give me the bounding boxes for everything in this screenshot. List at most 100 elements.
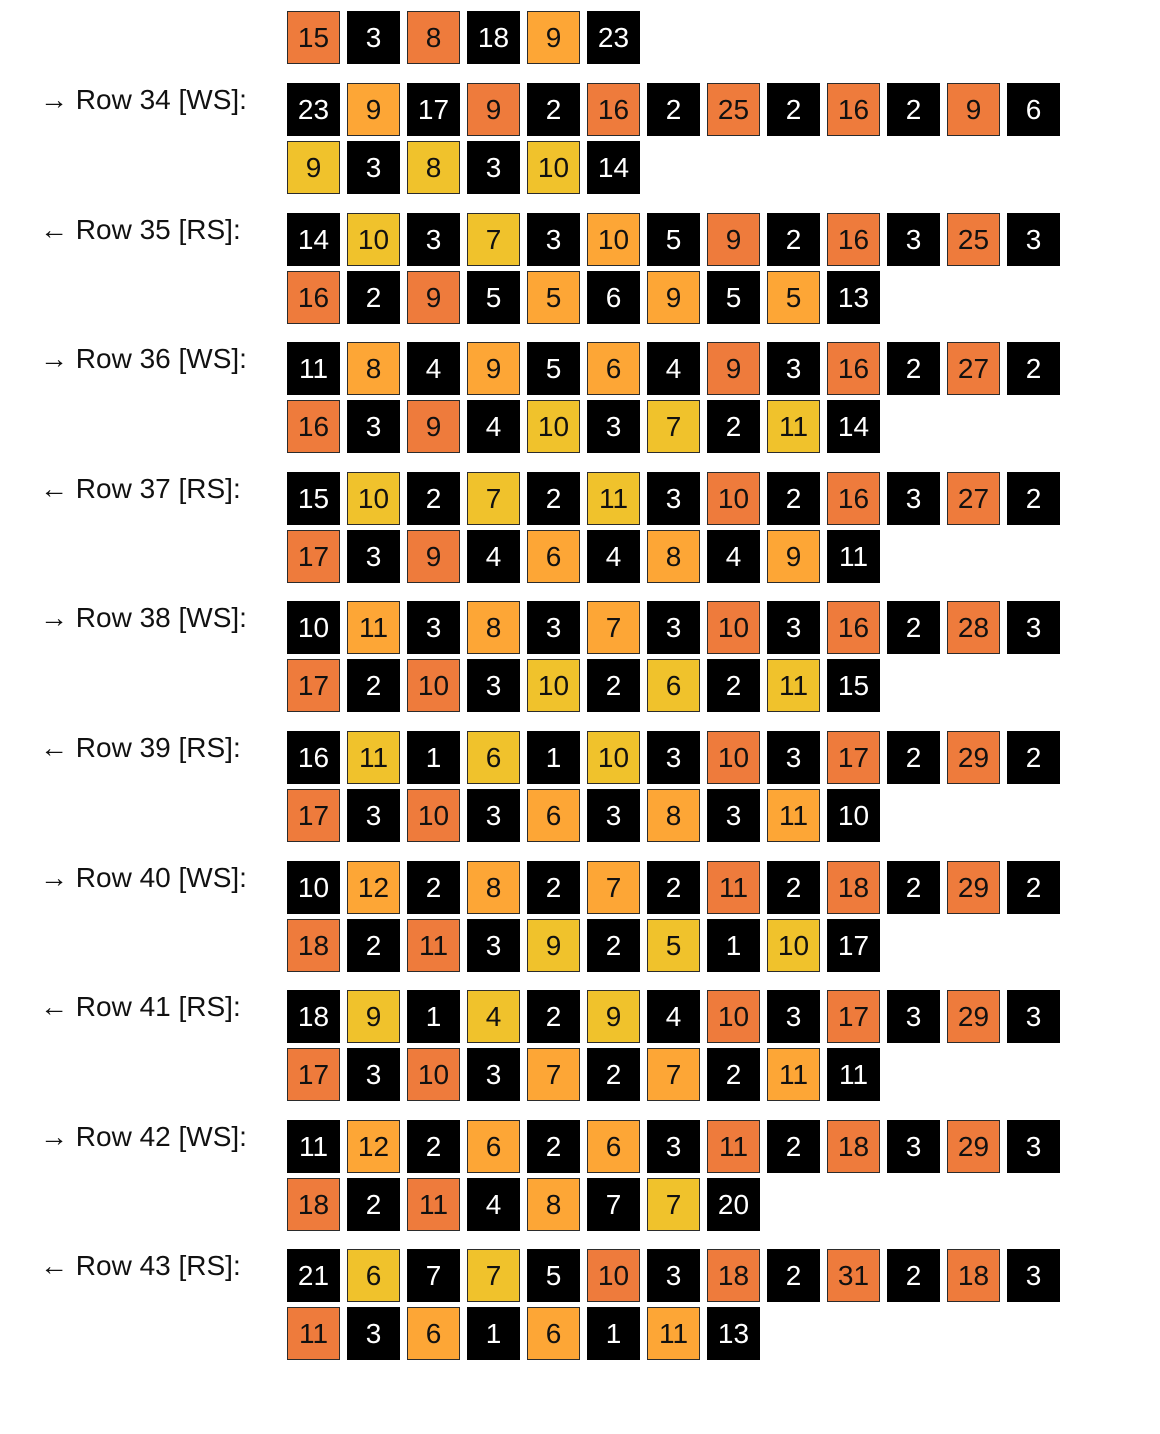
stitch-cell: 3 [887, 1120, 940, 1173]
stitch-cell: 2 [1007, 472, 1060, 525]
stitch-cell: 6 [647, 659, 700, 712]
stitch-cell: 11 [287, 342, 340, 395]
stitch-cell: 11 [767, 400, 820, 453]
stitch-cell: 9 [767, 530, 820, 583]
row-label: ← Row 43 [RS]: [40, 1250, 241, 1281]
stitch-cell: 7 [587, 1178, 640, 1231]
stitch-cell: 8 [467, 861, 520, 914]
stitch-cell: 7 [647, 1178, 700, 1231]
stitch-cell: 1 [587, 1307, 640, 1360]
stitch-cell: 3 [467, 789, 520, 842]
stitch-cell: 13 [707, 1307, 760, 1360]
stitch-cell: 10 [827, 789, 880, 842]
stitch-cell: 10 [407, 659, 460, 712]
stitch-cell: 6 [527, 1307, 580, 1360]
stitch-cell: 2 [767, 83, 820, 136]
stitch-cell: 9 [287, 141, 340, 194]
stitch-cell: 29 [947, 731, 1000, 784]
stitch-cell: 17 [827, 990, 880, 1043]
stitch-cell: 9 [407, 530, 460, 583]
stitch-cell: 6 [527, 530, 580, 583]
stitch-cell: 4 [707, 530, 760, 583]
stitch-cell: 3 [527, 213, 580, 266]
stitch-cell: 6 [467, 731, 520, 784]
stitch-cell: 11 [647, 1307, 700, 1360]
stitch-cell: 16 [827, 83, 880, 136]
stitch-cell: 29 [947, 861, 1000, 914]
stitch-cell: 7 [527, 1048, 580, 1101]
stitch-cell: 21 [287, 1249, 340, 1302]
stitch-cell: 10 [407, 789, 460, 842]
stitch-cell: 3 [647, 601, 700, 654]
stitch-cell: 2 [767, 861, 820, 914]
stitch-cell: 5 [467, 271, 520, 324]
stitch-cell: 2 [347, 271, 400, 324]
stitch-cell: 3 [887, 213, 940, 266]
stitch-cell: 10 [527, 400, 580, 453]
stitch-cell: 6 [587, 342, 640, 395]
stitch-cell: 10 [767, 919, 820, 972]
stitch-cell: 3 [887, 472, 940, 525]
stitch-cell: 3 [887, 990, 940, 1043]
stitch-cell: 10 [587, 731, 640, 784]
stitch-cell: 12 [347, 1120, 400, 1173]
stitch-cell: 17 [287, 1048, 340, 1101]
stitch-cell: 7 [647, 1048, 700, 1101]
stitch-cell: 2 [887, 731, 940, 784]
stitch-cell: 2 [887, 342, 940, 395]
stitch-cell: 10 [527, 659, 580, 712]
stitch-cell: 3 [647, 472, 700, 525]
stitch-cell: 8 [467, 601, 520, 654]
stitch-cell: 18 [287, 919, 340, 972]
stitch-cell: 3 [467, 1048, 520, 1101]
partial-row-cell: 9 [527, 11, 580, 64]
stitch-cell: 2 [1007, 731, 1060, 784]
stitch-cell: 3 [347, 141, 400, 194]
stitch-cell: 8 [407, 141, 460, 194]
stitch-cell: 6 [1007, 83, 1060, 136]
stitch-cell: 14 [827, 400, 880, 453]
stitch-cell: 6 [587, 271, 640, 324]
stitch-cell: 10 [707, 601, 760, 654]
stitch-cell: 4 [467, 990, 520, 1043]
stitch-cell: 10 [287, 861, 340, 914]
stitch-cell: 16 [287, 271, 340, 324]
stitch-cell: 9 [347, 990, 400, 1043]
stitch-cell: 16 [827, 213, 880, 266]
stitch-cell: 15 [287, 472, 340, 525]
stitch-cell: 3 [767, 731, 820, 784]
stitch-cell: 3 [1007, 213, 1060, 266]
stitch-cell: 4 [407, 342, 460, 395]
stitch-cell: 2 [527, 1120, 580, 1173]
stitch-cell: 3 [767, 342, 820, 395]
stitch-cell: 25 [707, 83, 760, 136]
stitch-cell: 17 [287, 530, 340, 583]
stitch-cell: 9 [587, 990, 640, 1043]
stitch-cell: 1 [407, 731, 460, 784]
stitch-cell: 14 [287, 213, 340, 266]
stitch-cell: 5 [647, 919, 700, 972]
stitch-cell: 4 [647, 990, 700, 1043]
stitch-cell: 2 [767, 1120, 820, 1173]
stitch-cell: 3 [647, 1120, 700, 1173]
row-label: → Row 38 [WS]: [40, 602, 247, 633]
partial-row-cell: 8 [407, 11, 460, 64]
stitch-cell: 2 [527, 990, 580, 1043]
stitch-cell: 12 [347, 861, 400, 914]
stitch-cell: 4 [587, 530, 640, 583]
stitch-cell: 2 [887, 1249, 940, 1302]
stitch-cell: 6 [347, 1249, 400, 1302]
stitch-cell: 2 [707, 400, 760, 453]
stitch-cell: 16 [827, 472, 880, 525]
stitch-cell: 17 [287, 789, 340, 842]
stitch-cell: 3 [467, 659, 520, 712]
stitch-cell: 11 [407, 1178, 460, 1231]
stitch-cell: 3 [647, 731, 700, 784]
stitch-cell: 2 [587, 659, 640, 712]
stitch-cell: 2 [707, 1048, 760, 1101]
stitch-cell: 27 [947, 342, 1000, 395]
stitch-cell: 3 [347, 1048, 400, 1101]
stitch-cell: 3 [587, 789, 640, 842]
stitch-cell: 20 [707, 1178, 760, 1231]
